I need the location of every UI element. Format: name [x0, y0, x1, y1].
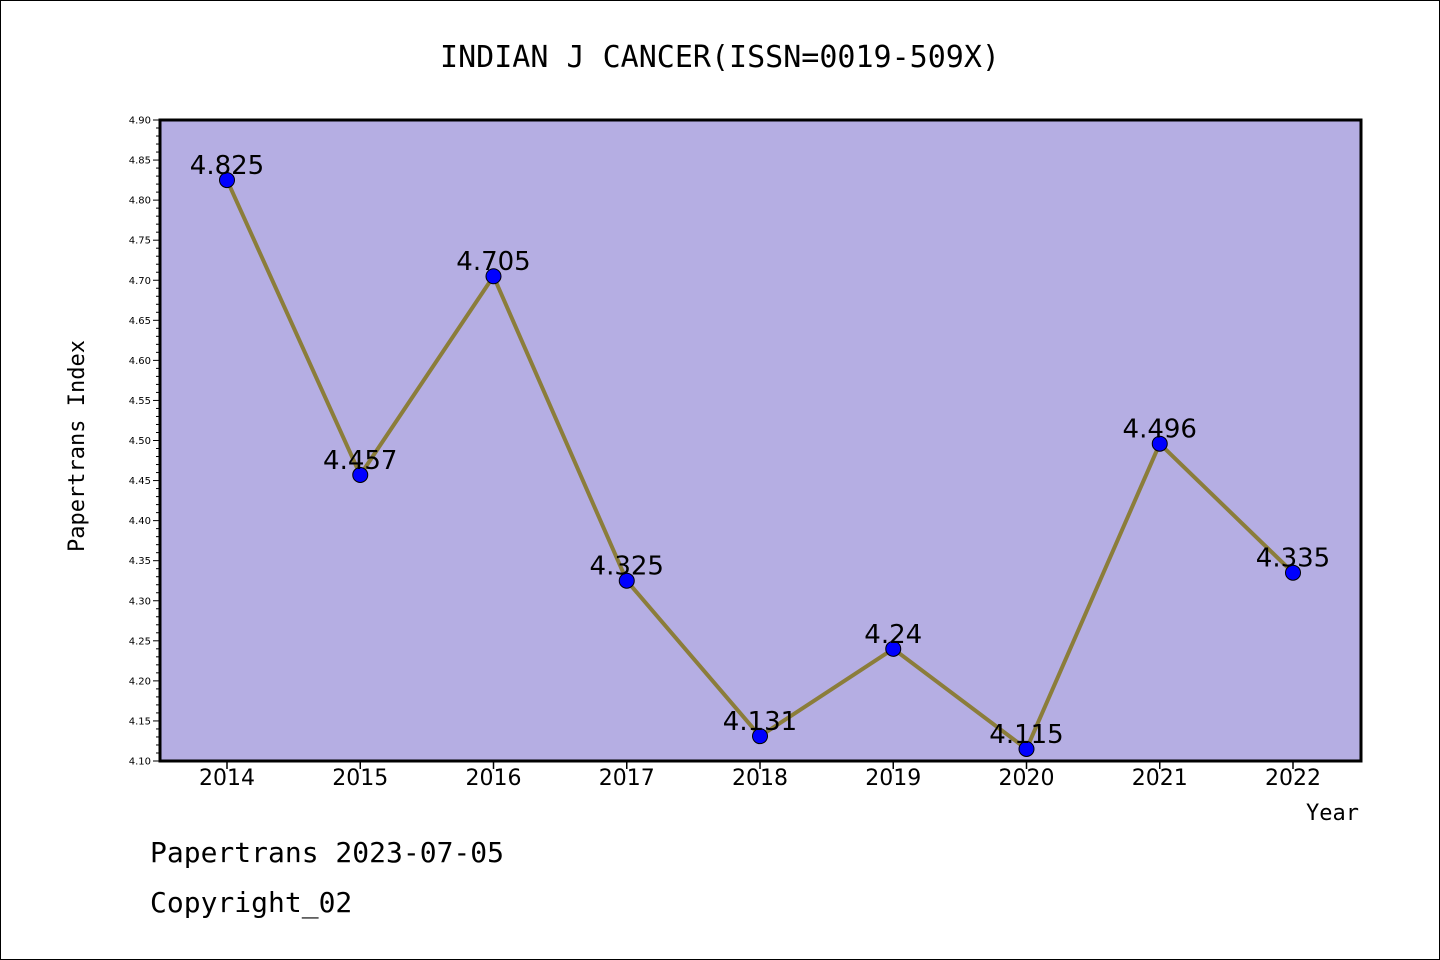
y-tick-label: 4.70 — [129, 276, 151, 287]
footer-date: Papertrans 2023-07-05 — [150, 836, 505, 869]
data-point — [885, 640, 902, 657]
y-tick-label: 4.75 — [129, 236, 151, 247]
x-axis: 2014 2015 2016 2017 2018 2019 2020 2021 2022 — [199, 761, 1321, 791]
y-tick-label: 4.80 — [129, 196, 151, 207]
series-line-group — [219, 172, 1301, 757]
x-tick-label: 2021 — [1132, 766, 1188, 791]
data-point — [1151, 435, 1168, 452]
data-label: 4.131 — [723, 707, 797, 737]
data-point — [752, 728, 768, 745]
data-label: 4.325 — [590, 552, 664, 582]
y-tick-label: 4.55 — [129, 396, 151, 407]
data-label: 4.457 — [323, 446, 397, 476]
data-label: 4.335 — [1256, 544, 1330, 574]
data-point — [1285, 564, 1301, 581]
x-tick-label: 2020 — [999, 766, 1055, 791]
data-label: 4.825 — [190, 151, 264, 181]
data-point — [1018, 740, 1035, 757]
y-tick-label: 4.30 — [129, 596, 151, 607]
y-tick-label: 4.15 — [129, 716, 151, 727]
footer-copyright: Copyright_02 — [150, 886, 353, 919]
y-tick-label: 4.60 — [129, 356, 151, 367]
data-label: 4.496 — [1123, 415, 1197, 445]
y-tick-label: 4.20 — [129, 676, 151, 687]
x-tick-label: 2016 — [466, 766, 522, 791]
x-tick-label: 2014 — [199, 766, 255, 791]
y-axis: 4.10 4.15 4.20 4.25 4.30 4.35 4.40 4.45 4.50 4.55… — [129, 116, 160, 768]
x-tick-label: 2018 — [732, 766, 788, 791]
y-tick-label: 4.35 — [129, 556, 151, 567]
y-tick-label: 4.50 — [129, 436, 151, 447]
data-label-group: 4.825 4.457 4.705 4.325 4.131 4.24 4.115 4.496 4… — [190, 151, 1330, 750]
y-tick-label: 4.90 — [129, 116, 151, 127]
data-label: 4.705 — [456, 247, 530, 277]
data-point — [485, 268, 502, 285]
y-tick-label: 4.65 — [129, 316, 151, 327]
x-tick-label: 2019 — [865, 766, 921, 791]
y-tick-label: 4.40 — [129, 516, 151, 527]
x-tick-label: 2022 — [1265, 766, 1321, 791]
y-tick-label: 4.25 — [129, 636, 151, 647]
data-label: 4.24 — [864, 620, 922, 650]
data-label: 4.115 — [989, 720, 1063, 750]
y-tick-label: 4.10 — [129, 757, 151, 768]
data-point — [618, 572, 635, 589]
data-point — [219, 172, 235, 189]
y-axis-label: Papertrans Index — [65, 340, 90, 552]
data-point — [352, 466, 369, 483]
y-tick-label: 4.45 — [129, 476, 151, 487]
x-tick-label: 2017 — [599, 766, 655, 791]
x-tick-label: 2015 — [332, 766, 388, 791]
x-axis-label: Year — [1306, 801, 1359, 826]
chart-title: INDIAN J CANCER(ISSN=0019-509X) — [440, 40, 1000, 75]
y-tick-label: 4.85 — [129, 156, 151, 167]
